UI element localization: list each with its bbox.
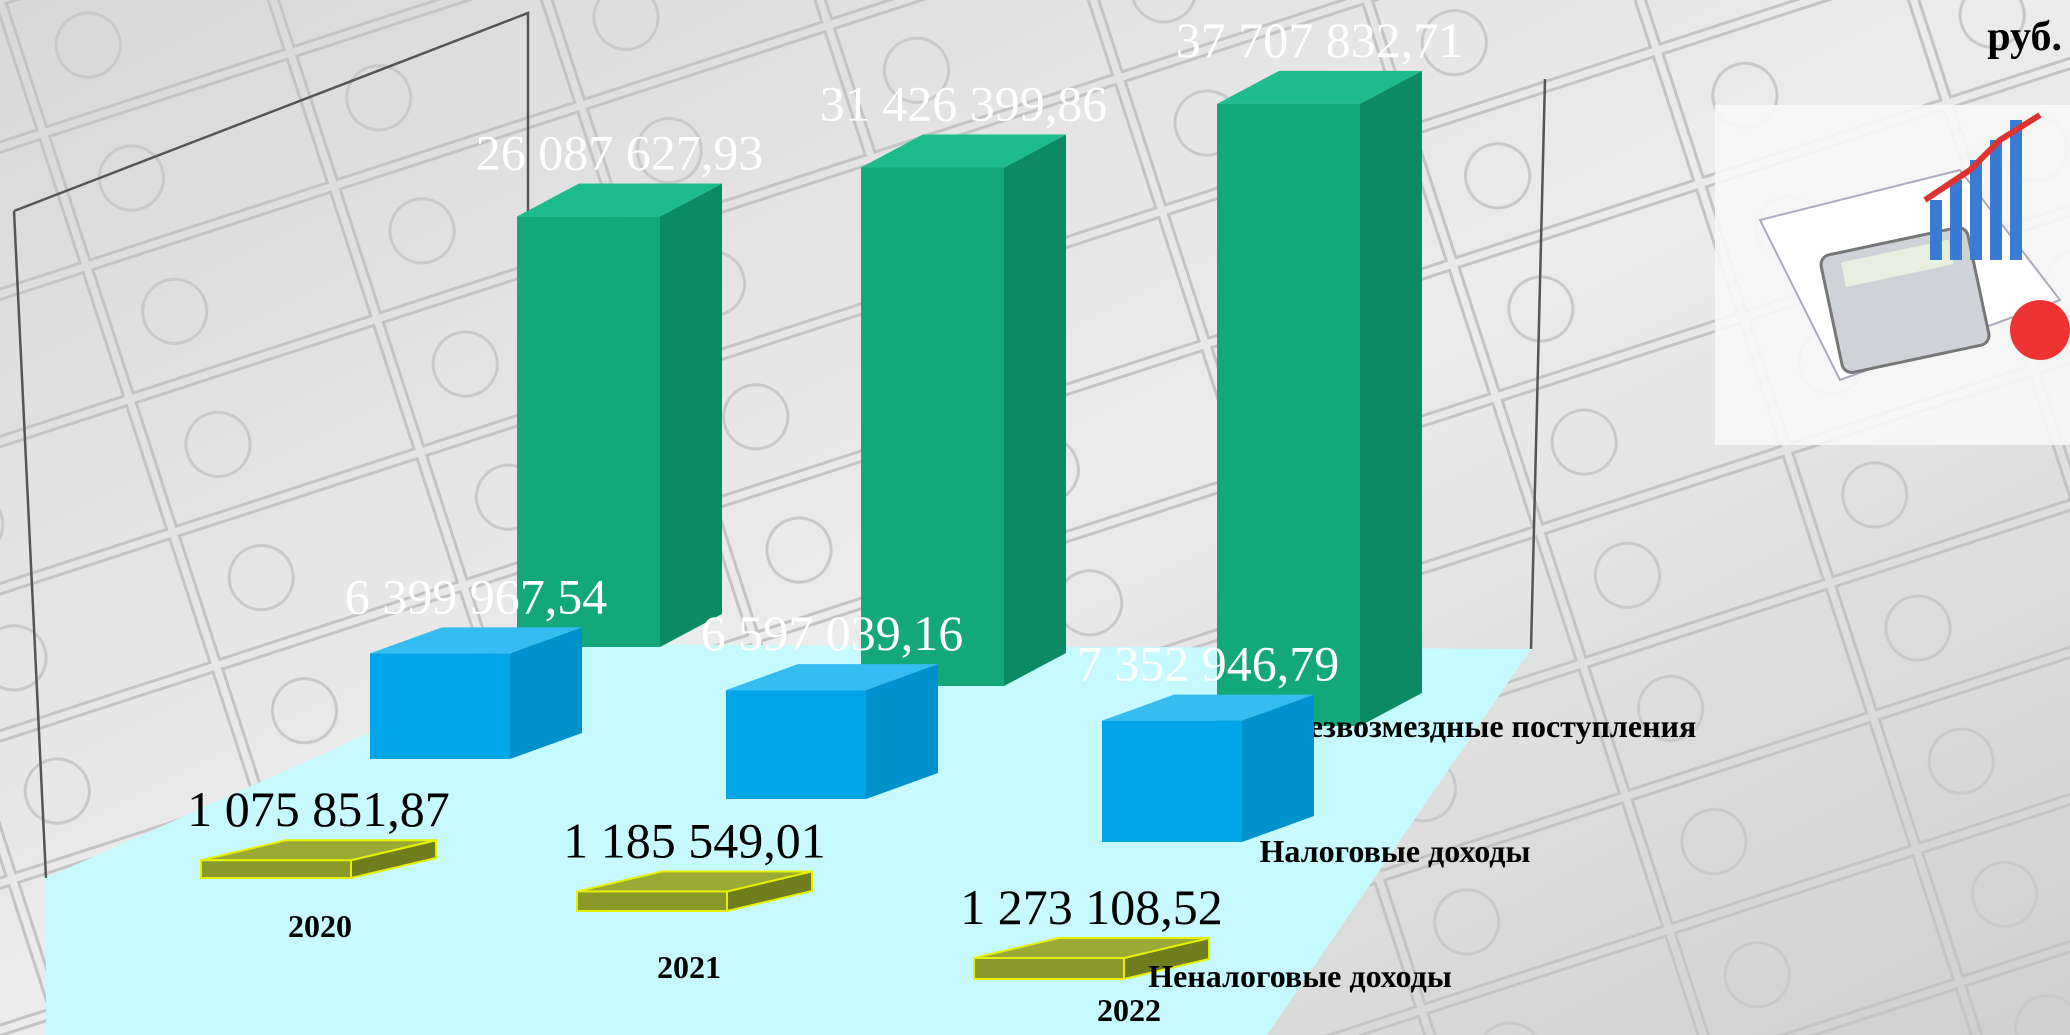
bar-top	[726, 664, 938, 691]
bar	[1217, 70, 1422, 727]
bar-front	[576, 890, 728, 912]
bar-front	[1102, 720, 1242, 842]
legend-label: Неналоговые доходы	[1148, 958, 1452, 994]
bar-side	[660, 183, 722, 647]
value-label: 37 707 832,71	[1176, 12, 1464, 68]
bar-front	[973, 956, 1125, 981]
bar-front	[726, 690, 866, 799]
bar-top	[1102, 694, 1314, 721]
illustration	[1715, 105, 2070, 445]
bar	[370, 627, 582, 759]
bar-top	[370, 627, 582, 654]
bar	[517, 183, 722, 647]
bar	[861, 134, 1066, 686]
bar-front	[200, 859, 352, 880]
value-label: 6 597 039,16	[701, 605, 964, 661]
bar	[200, 838, 437, 880]
bar-front	[517, 216, 660, 647]
legend-label: Безвозмездные поступления	[1288, 708, 1697, 744]
bar-front	[370, 653, 510, 759]
bar-side	[510, 627, 582, 759]
value-label: 7 352 946,79	[1077, 636, 1340, 692]
bar	[576, 870, 813, 913]
value-label: 1 185 549,01	[563, 812, 826, 868]
bar-side	[1242, 694, 1314, 842]
x-tick-label: 2022	[1097, 992, 1161, 1028]
bar-side	[1004, 134, 1066, 686]
bar-top	[517, 183, 722, 217]
bar-side	[866, 664, 938, 799]
unit-label: руб.	[1987, 14, 2062, 60]
x-tick-label: 2021	[657, 949, 721, 985]
value-label: 1 273 108,52	[960, 879, 1223, 935]
bar-front	[861, 167, 1004, 686]
legend-label: Налоговые доходы	[1260, 833, 1531, 869]
bar	[1102, 694, 1314, 842]
value-label: 31 426 399,86	[820, 75, 1108, 131]
bar-side	[1360, 70, 1422, 727]
bar-top	[861, 134, 1066, 168]
bar-front	[1217, 103, 1360, 727]
bar-top	[1217, 70, 1422, 104]
bar	[973, 936, 1210, 981]
value-label: 6 399 967,54	[345, 568, 608, 624]
bar	[726, 664, 938, 799]
value-label: 1 075 851,87	[187, 781, 450, 837]
x-tick-label: 2020	[288, 908, 352, 944]
value-label: 26 087 627,93	[476, 125, 764, 181]
